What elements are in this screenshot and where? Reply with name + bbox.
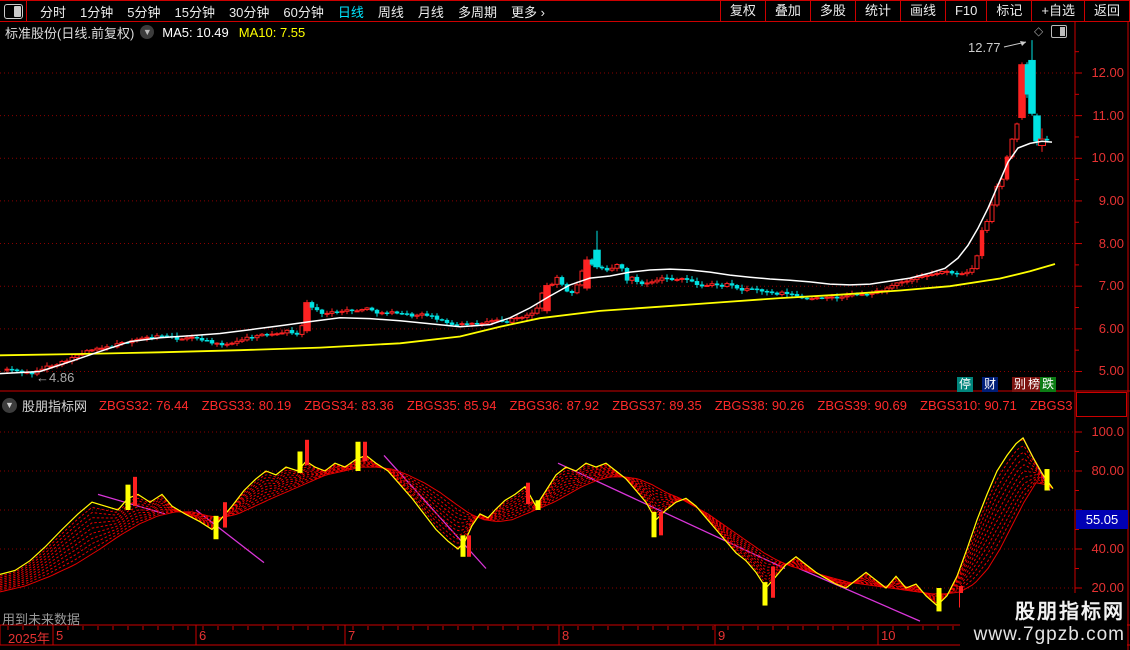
period-menu: 分时 1分钟 5分钟 15分钟 30分钟 60分钟 日线 周线 月线 多周期 更多 ›	[33, 2, 552, 21]
price-axis-label: 12.00	[1091, 65, 1124, 80]
high-price-annotation: 12.77	[968, 40, 1001, 55]
menu-item-5[interactable]: 60分钟	[283, 4, 324, 20]
menu-item-7[interactable]: 周线	[377, 4, 404, 20]
indicator-value-ZBGS39: ZBGS39: 90.69	[817, 397, 908, 413]
flag-badge-停[interactable]: 停	[957, 377, 974, 392]
menu-item-0[interactable]: 分时	[40, 4, 67, 20]
month-label-8: 8	[562, 628, 570, 643]
indicator-header: ▼ 股朋指标网 ZBGS32: 76.44 ZBGS33: 80.19 ZBGS34…	[2, 394, 1072, 416]
watermark: 股朋指标网 www.7gpzb.com	[959, 593, 1127, 648]
menu-item-2[interactable]: 5分钟	[127, 4, 161, 20]
indicator-axis-label: 100.0	[1091, 424, 1124, 439]
month-label-10: 10	[881, 628, 896, 643]
menu-item-9[interactable]: 多周期	[457, 4, 497, 20]
watermark-site-name: 股朋指标网	[1015, 601, 1125, 623]
indicator-axis-label: 20.00	[1091, 580, 1124, 595]
indicator-value-ZBGS38: ZBGS38: 90.26	[714, 397, 805, 413]
tool-button-0[interactable]: 复权	[719, 1, 765, 21]
flag-badge-财[interactable]: 财	[982, 377, 999, 392]
indicator-value-ZBGS33: ZBGS33: 80.19	[201, 397, 292, 413]
top-toolbar: 分时 1分钟 5分钟 15分钟 30分钟 60分钟 日线 周线 月线 多周期 更多 › 复权 叠加 多股…	[0, 0, 1130, 22]
toolbar-separator	[26, 0, 27, 22]
indicator-value-ZBGS32: ZBGS32: 76.44	[99, 397, 189, 413]
panel-toggle-icon[interactable]	[4, 3, 23, 19]
tool-button-8[interactable]: 返回	[1083, 1, 1129, 21]
indicator-value-ZBGS37: ZBGS37: 89.35	[612, 397, 702, 413]
indicator-value-ZBGS311: ZBGS311: 90.34	[1029, 397, 1072, 413]
tool-button-4[interactable]: 画线	[899, 1, 945, 21]
tool-button-3[interactable]: 统计	[854, 1, 900, 21]
menu-item-10[interactable]: 更多 ›	[510, 4, 545, 20]
flag-badge-榜[interactable]: 榜	[1026, 377, 1043, 392]
year-label: 2025年	[8, 631, 50, 646]
menu-item-6[interactable]: 日线	[337, 4, 364, 20]
watermark-url: www.7gpzb.com	[973, 624, 1125, 645]
panel-split-icon[interactable]	[1051, 24, 1068, 38]
diamond-icon[interactable]: ◇	[1034, 24, 1044, 38]
tool-button-7[interactable]: +自选	[1031, 1, 1084, 21]
indicator-value-badge: 55.05	[1076, 509, 1128, 529]
indicator-axis-label: 40.00	[1091, 541, 1124, 556]
indicator-value-ZBGS34: ZBGS34: 83.36	[304, 397, 394, 413]
tool-button-2[interactable]: 多股	[809, 1, 855, 21]
month-label-6: 6	[199, 628, 207, 643]
indicator-value-ZBGS35: ZBGS35: 85.94	[406, 397, 497, 413]
menu-item-3[interactable]: 15分钟	[174, 4, 215, 20]
chart-corner-icons: ◇	[1034, 24, 1068, 38]
menu-item-4[interactable]: 30分钟	[228, 4, 270, 20]
price-axis-label: 7.00	[1098, 278, 1124, 294]
price-axis-label: 5.00	[1098, 363, 1124, 379]
indicator-value-ZBGS36: ZBGS36: 87.92	[509, 397, 600, 413]
price-axis-label: 8.00	[1098, 235, 1124, 251]
indicator-source-label: 股朋指标网	[22, 398, 88, 414]
indicator-axis-label: 80.00	[1091, 463, 1124, 478]
month-label-7: 7	[348, 628, 356, 643]
price-axis-label: 11.00	[1092, 107, 1124, 123]
indicator-axis-header-box	[1076, 392, 1127, 417]
month-label-5: 5	[56, 628, 64, 643]
price-axis-label: 10.00	[1091, 150, 1124, 166]
tool-button-5[interactable]: F10	[944, 1, 986, 21]
tool-button-6[interactable]: 标记	[986, 1, 1031, 21]
indicator-value-ZBGS310: ZBGS310: 90.71	[920, 397, 1017, 413]
ma5-value: MA5: 10.49	[162, 24, 229, 40]
ma10-value: MA10: 7.55	[238, 24, 306, 40]
menu-item-8[interactable]: 月线	[417, 4, 444, 20]
price-axis-label: 9.00	[1098, 192, 1124, 208]
tool-button-1[interactable]: 叠加	[764, 1, 810, 21]
title-bar: 标准股份(日线.前复权) ▼ MA5: 10.49 MA10: 7.55	[5, 24, 306, 41]
tools-menu: 复权 叠加 多股 统计 画线 F10 标记 +自选 返回	[719, 1, 1130, 21]
symbol-title[interactable]: 标准股份(日线.前复权)	[5, 25, 135, 41]
chevron-down-icon[interactable]: ▼	[140, 25, 155, 39]
flag-badge-跌[interactable]: 跌	[1040, 377, 1057, 392]
price-axis-label: 6.00	[1098, 320, 1124, 336]
menu-item-1[interactable]: 1分钟	[80, 4, 114, 20]
low-price-annotation: ←4.86	[36, 370, 75, 385]
future-data-notice: 用到未来数据	[2, 612, 81, 627]
month-label-9: 9	[718, 628, 726, 643]
flag-badge-别[interactable]: 别	[1012, 377, 1029, 392]
collapse-chevron-icon[interactable]: ▼	[2, 397, 17, 413]
